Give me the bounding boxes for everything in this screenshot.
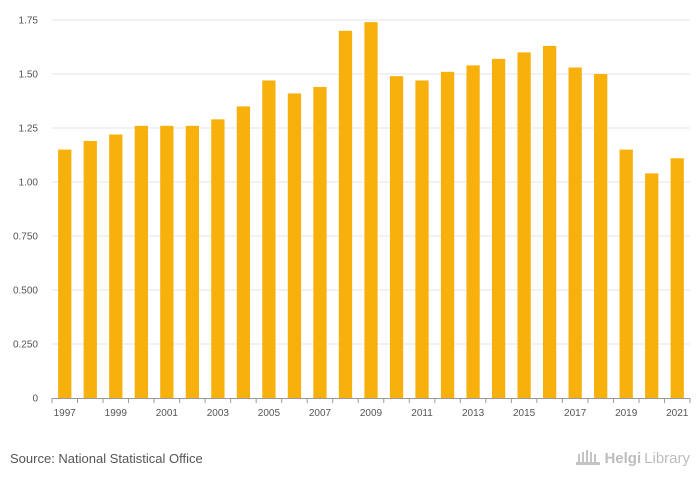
x-tick-label: 2005 [258,408,281,419]
bar-1998[interactable] [83,140,97,398]
bar-1997[interactable] [58,149,72,398]
logo-brand-rest-text: Library [644,449,690,467]
bar-2001[interactable] [160,125,174,398]
x-tick-label: 2001 [156,408,179,419]
bar-2021[interactable] [670,158,684,398]
x-tick-label: 2011 [411,408,433,419]
bar-2017[interactable] [568,67,582,399]
bar-2008[interactable] [338,30,353,399]
bar-2007[interactable] [313,86,327,399]
chart-area: 0 0.250 0.500 0.750 1.00 1.25 1.50 1.75 1997 199… [13,16,691,419]
bar-2011[interactable] [415,80,429,398]
y-tick-label: 1.00 [19,178,39,189]
bar-2016[interactable] [543,45,557,399]
bar-2015[interactable] [517,52,531,399]
x-tick-label: 2019 [615,408,638,419]
x-tick-label: 2013 [462,408,485,419]
bar-2000[interactable] [134,125,148,398]
footer: Source: National Statistical Office Helg… [0,440,700,483]
bar-2020[interactable] [645,173,659,398]
x-tick-label: 2015 [513,408,536,419]
bar-2019[interactable] [619,149,633,398]
x-axis [51,398,691,403]
x-tick-label: 1997 [54,408,77,419]
bar-2014[interactable] [491,58,506,398]
bar-2012[interactable] [440,71,455,398]
x-axis-tick-labels: 1997 1999 2001 2003 2005 2007 2009 2011 2013 2015… [54,408,689,419]
x-tick-label: 2009 [360,408,383,419]
bar-2004[interactable] [236,106,251,399]
x-tick-label: 1999 [105,408,128,419]
bar-2003[interactable] [211,119,225,399]
logo-brand-text: Helgi [604,449,642,467]
x-tick-label: 2017 [564,408,587,419]
bars [58,22,684,399]
source-note: Source: National Statistical Office [10,451,203,466]
y-tick-label: 0.250 [13,340,38,351]
bar-1999[interactable] [109,134,123,399]
y-tick-label: 0.500 [13,286,38,297]
library-building-icon [576,450,601,465]
y-tick-label: 1.75 [19,16,39,27]
y-axis-tick-labels: 0 0.250 0.500 0.750 1.00 1.25 1.50 1.75 [13,16,38,405]
bar-2002[interactable] [185,125,199,398]
y-tick-label: 0 [32,394,38,405]
x-tick-label: 2007 [309,408,332,419]
y-tick-label: 0.750 [13,232,38,243]
x-tick-label: 2021 [666,408,689,419]
bar-2009[interactable] [364,22,378,398]
helgi-library-logo[interactable]: Helgi Library [575,449,690,467]
bar-2005[interactable] [262,80,276,398]
y-tick-label: 1.25 [19,124,39,135]
x-tick-label: 2003 [207,408,230,419]
bar-2010[interactable] [389,76,404,398]
bar-2018[interactable] [594,74,608,398]
bar-2013[interactable] [466,65,480,399]
y-tick-label: 1.50 [19,70,39,81]
bar-2006[interactable] [287,93,302,398]
